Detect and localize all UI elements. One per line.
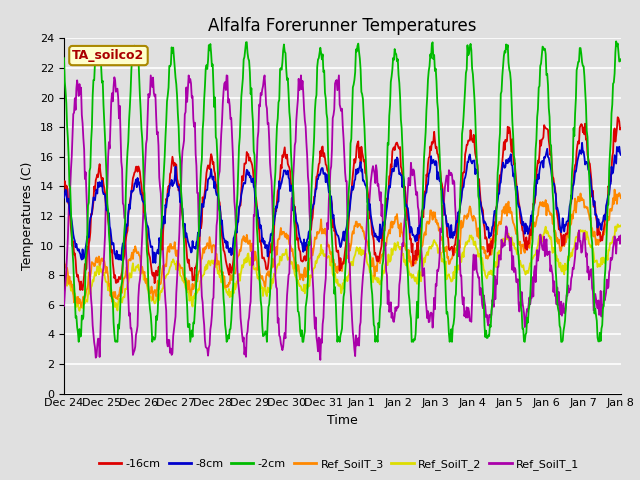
Title: Alfalfa Forerunner Temperatures: Alfalfa Forerunner Temperatures bbox=[208, 17, 477, 36]
Legend: -16cm, -8cm, -2cm, Ref_SoilT_3, Ref_SoilT_2, Ref_SoilT_1: -16cm, -8cm, -2cm, Ref_SoilT_3, Ref_Soil… bbox=[95, 455, 584, 474]
Text: TA_soilco2: TA_soilco2 bbox=[72, 49, 145, 62]
Y-axis label: Temperatures (C): Temperatures (C) bbox=[22, 162, 35, 270]
X-axis label: Time: Time bbox=[327, 414, 358, 427]
